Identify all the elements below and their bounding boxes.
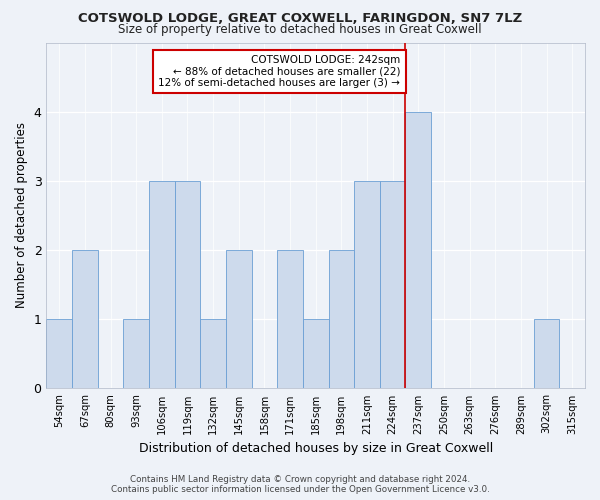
Bar xyxy=(124,319,149,388)
Y-axis label: Number of detached properties: Number of detached properties xyxy=(15,122,28,308)
Text: Contains HM Land Registry data © Crown copyright and database right 2024.
Contai: Contains HM Land Registry data © Crown c… xyxy=(110,474,490,494)
Bar xyxy=(175,181,200,388)
X-axis label: Distribution of detached houses by size in Great Coxwell: Distribution of detached houses by size … xyxy=(139,442,493,455)
Bar xyxy=(277,250,303,388)
Text: COTSWOLD LODGE: 242sqm
← 88% of detached houses are smaller (22)
12% of semi-det: COTSWOLD LODGE: 242sqm ← 88% of detached… xyxy=(158,55,400,88)
Text: Size of property relative to detached houses in Great Coxwell: Size of property relative to detached ho… xyxy=(118,22,482,36)
Bar xyxy=(303,319,329,388)
Bar xyxy=(329,250,354,388)
Bar xyxy=(46,319,72,388)
Bar xyxy=(406,112,431,388)
Bar xyxy=(380,181,406,388)
Bar xyxy=(534,319,559,388)
Bar xyxy=(200,319,226,388)
Bar xyxy=(354,181,380,388)
Bar xyxy=(72,250,98,388)
Bar xyxy=(226,250,251,388)
Text: COTSWOLD LODGE, GREAT COXWELL, FARINGDON, SN7 7LZ: COTSWOLD LODGE, GREAT COXWELL, FARINGDON… xyxy=(78,12,522,26)
Bar xyxy=(149,181,175,388)
